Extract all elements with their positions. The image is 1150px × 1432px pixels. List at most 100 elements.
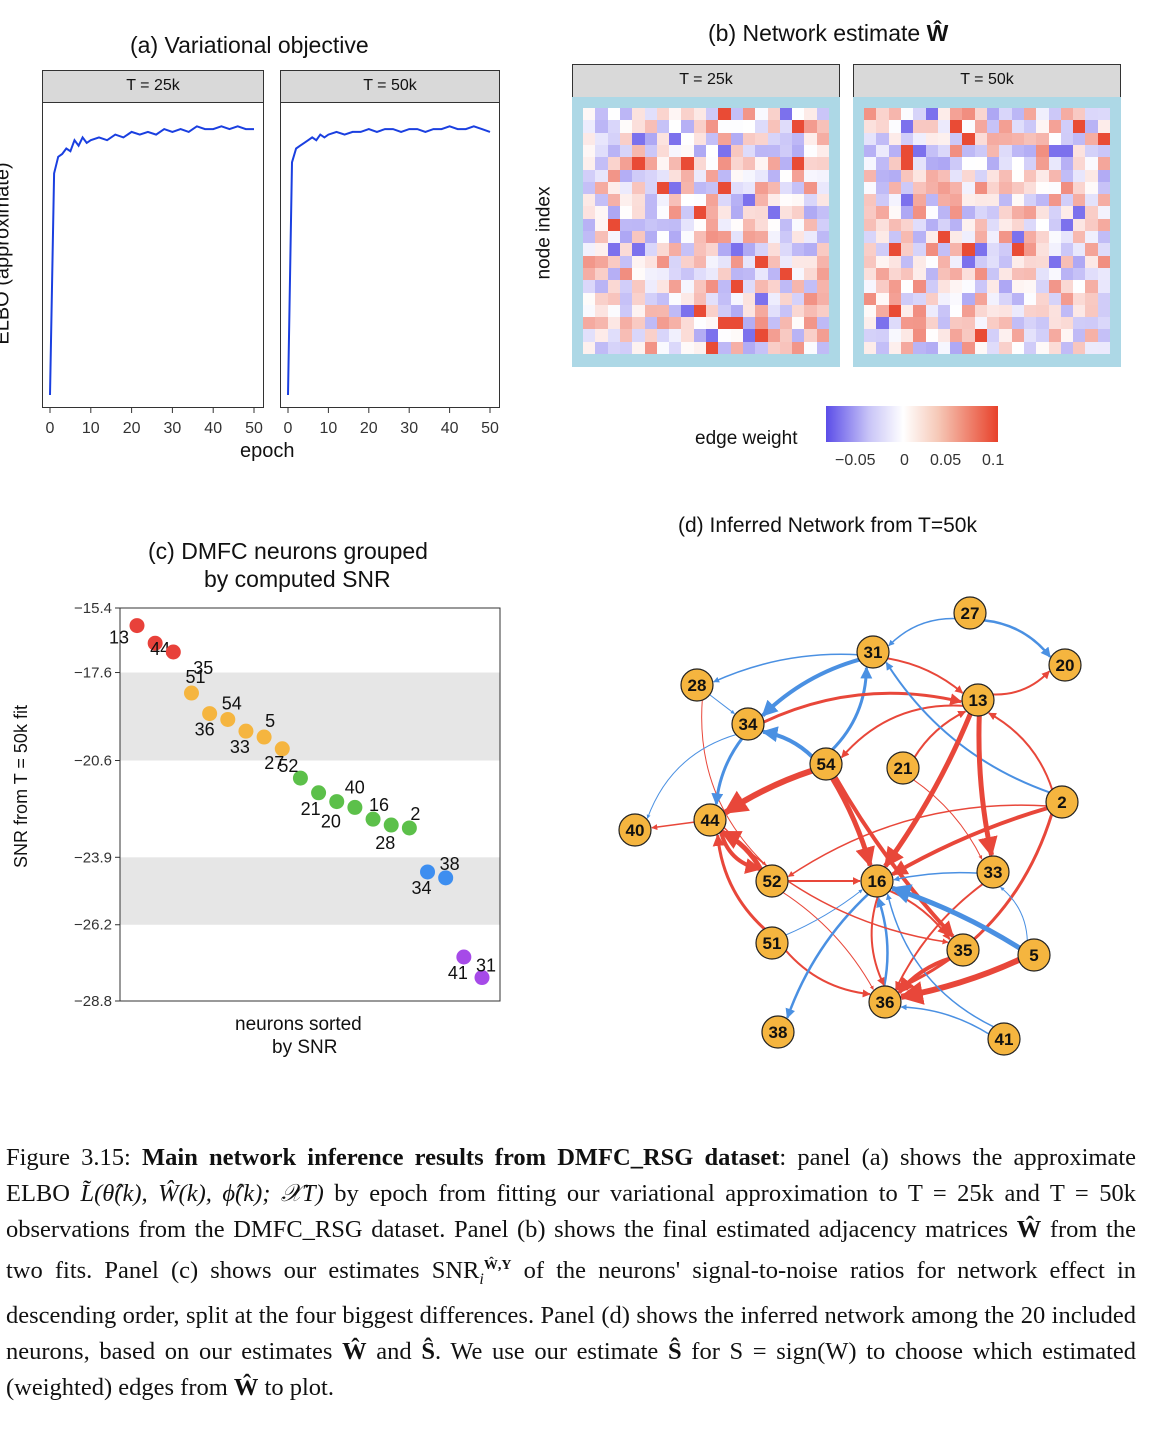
heatmap-cell xyxy=(755,194,768,207)
heatmap-cell xyxy=(607,169,620,182)
heatmap-cell xyxy=(669,218,682,231)
heatmap-cell xyxy=(876,132,889,145)
network-node-13 xyxy=(961,683,995,717)
heatmap-cell xyxy=(1060,329,1074,342)
heatmap-cell xyxy=(864,317,877,330)
heatmap-cell xyxy=(1097,292,1110,305)
network-node-label-41: 41 xyxy=(995,1030,1014,1049)
heatmap-cell xyxy=(1023,108,1037,121)
network-edge-41-36 xyxy=(900,1004,991,1036)
heatmap-cell xyxy=(950,132,963,145)
heatmap-cell xyxy=(693,181,706,195)
heatmap-cell xyxy=(804,132,817,145)
network-node-44 xyxy=(693,803,727,837)
heatmap-cell xyxy=(937,206,951,219)
heatmap-cell xyxy=(816,255,829,268)
heatmap-cell xyxy=(888,255,901,268)
heatmap-cell xyxy=(644,292,657,305)
heatmap-cell xyxy=(706,120,719,133)
heatmap-cell xyxy=(1036,218,1049,231)
heatmap-cell xyxy=(742,108,756,121)
heatmap-cell xyxy=(962,132,975,145)
heatmap-cell xyxy=(583,267,596,281)
heatmap-cell xyxy=(816,280,829,293)
heatmap-cell xyxy=(1060,194,1074,207)
panel-a-title: (a) Variational objective xyxy=(130,32,369,58)
heatmap-cell xyxy=(937,169,951,182)
heatmap-cell xyxy=(755,280,768,293)
heatmap-cell xyxy=(913,267,926,281)
heatmap-cell xyxy=(913,120,926,133)
heatmap-cell xyxy=(974,304,987,318)
caption-text-5: and xyxy=(376,1338,412,1366)
network-node-label-2: 2 xyxy=(1057,793,1066,812)
heatmap-cell xyxy=(693,243,706,256)
network-edge-16-36 xyxy=(870,895,885,986)
heatmap-cell xyxy=(913,157,926,170)
heatmap-cell xyxy=(681,304,694,318)
heatmap-cell xyxy=(644,255,657,268)
caption-w-hat-1: Ŵ xyxy=(1016,1216,1042,1243)
heatmap-cell xyxy=(913,341,926,354)
heatmap-cell xyxy=(1097,280,1110,293)
heatmap-cell xyxy=(1060,280,1074,293)
heatmap-cell xyxy=(656,144,670,158)
heatmap-cell xyxy=(656,292,670,305)
heatmap-cell xyxy=(864,255,877,268)
network-graph: 27 31 20 28 13 34 54 21 2 40 44 52 16 33 51 35 5 36 38 41 xyxy=(618,596,1082,1056)
heatmap-cell xyxy=(1048,231,1061,244)
heatmap-cell xyxy=(779,341,793,354)
network-edge-27-20 xyxy=(983,618,1052,658)
heatmap-cell xyxy=(583,243,596,256)
heatmap-cell xyxy=(619,108,633,121)
snr-label-16: 16 xyxy=(369,795,389,815)
heatmap-cell xyxy=(1011,304,1024,318)
heatmap-cell xyxy=(937,243,951,256)
network-node-35 xyxy=(946,933,980,967)
heatmap-cell xyxy=(1048,267,1061,281)
network-node-label-20: 20 xyxy=(1056,656,1075,675)
heatmap-cell xyxy=(1023,243,1037,256)
panel-b-strip-25k: T = 25k xyxy=(572,64,840,98)
heatmap-cell xyxy=(1023,169,1037,182)
heatmap-cell xyxy=(755,329,768,342)
network-node-27 xyxy=(953,596,987,630)
heatmap-cell xyxy=(681,108,694,121)
heatmap-cell xyxy=(779,206,793,219)
heatmap-cell xyxy=(779,218,793,231)
heatmap-cell xyxy=(876,341,889,354)
heatmap-cell xyxy=(1073,144,1086,158)
heatmap-cell xyxy=(632,132,645,145)
heatmap-cell xyxy=(987,169,1000,182)
network-edge-2-52 xyxy=(787,804,1048,878)
heatmap-cell xyxy=(1036,194,1049,207)
heatmap-cell xyxy=(607,231,620,244)
heatmap-cell xyxy=(876,120,889,133)
heatmap-cell xyxy=(595,120,608,133)
heatmap-cell xyxy=(767,218,780,231)
heatmap-cell xyxy=(1060,267,1074,281)
network-node-33 xyxy=(976,855,1010,889)
heatmap-cell xyxy=(888,292,901,305)
heatmap-cell xyxy=(876,157,889,170)
heatmap-cell xyxy=(583,108,596,121)
heatmap-cell xyxy=(742,255,756,268)
network-edge-44-35 xyxy=(722,826,949,945)
heatmap-cell xyxy=(900,231,914,244)
heatmap-cell xyxy=(583,292,596,305)
heatmap-cell xyxy=(1023,280,1037,293)
heatmap-cell xyxy=(607,317,620,330)
panel-c: (c) DMFC neurons grouped by computed SNR… xyxy=(0,520,530,1080)
network-node-label-13: 13 xyxy=(969,691,988,710)
heatmap-cell xyxy=(1023,181,1037,195)
heatmap-cell xyxy=(1048,206,1061,219)
heatmap-cell xyxy=(804,304,817,318)
heatmap-cell xyxy=(742,132,756,145)
network-edge-5-33 xyxy=(1000,886,1028,942)
heatmap-cell xyxy=(987,329,1000,342)
snr-point-20 xyxy=(347,799,363,815)
heatmap-cell xyxy=(730,218,743,231)
network-edge-2-13 xyxy=(988,712,1054,791)
heatmap-cell xyxy=(583,206,596,219)
heatmap-cell xyxy=(925,243,938,256)
